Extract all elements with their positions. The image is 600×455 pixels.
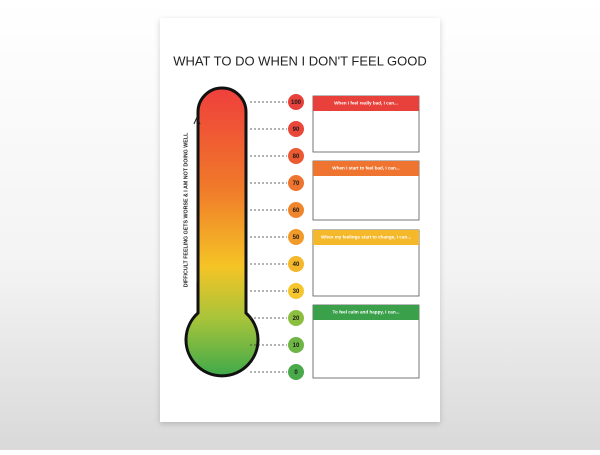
scale-label: 90 [293,127,300,133]
section-header [313,96,419,111]
scale-circle [288,202,304,218]
thermometer [184,86,260,378]
scale-label: 30 [293,289,300,295]
side-label: DIFFICULT FEELING GETS WORSE & I AM NOT … [183,132,189,287]
section-header [313,230,419,245]
scale-circle [288,148,304,164]
scale-label: 60 [293,208,300,214]
scale-label: 20 [293,316,300,322]
section-header-text: To feel calm and happy, I can... [333,310,400,315]
title: WHAT TO DO WHEN I DON'T FEEL GOOD [173,53,427,68]
section-header-text: When my feelings start to change, I can.… [321,235,411,240]
scale-circle [288,364,304,380]
scale-label: 0 [294,370,298,376]
scale-circle [288,337,304,353]
scale-circle [288,94,304,110]
scale-label: 40 [293,262,300,268]
scale-circle [288,121,304,137]
scale-label: 80 [293,154,300,160]
scale-circle [288,175,304,191]
section-header-text: When I feel really bad, I can... [334,101,398,106]
scale-label: 70 [293,181,300,187]
scale-circle [288,256,304,272]
section-header [313,161,419,176]
arrow-head [193,115,201,125]
scale-label: 50 [293,235,300,241]
section-header-text: When I start to feel bad, I can... [332,166,399,171]
scale-label: 100 [291,100,302,106]
scale-circle [288,310,304,326]
scale-circle [288,229,304,245]
scale-label: 10 [293,343,300,349]
section-header [313,305,419,320]
scale-circle [288,283,304,299]
